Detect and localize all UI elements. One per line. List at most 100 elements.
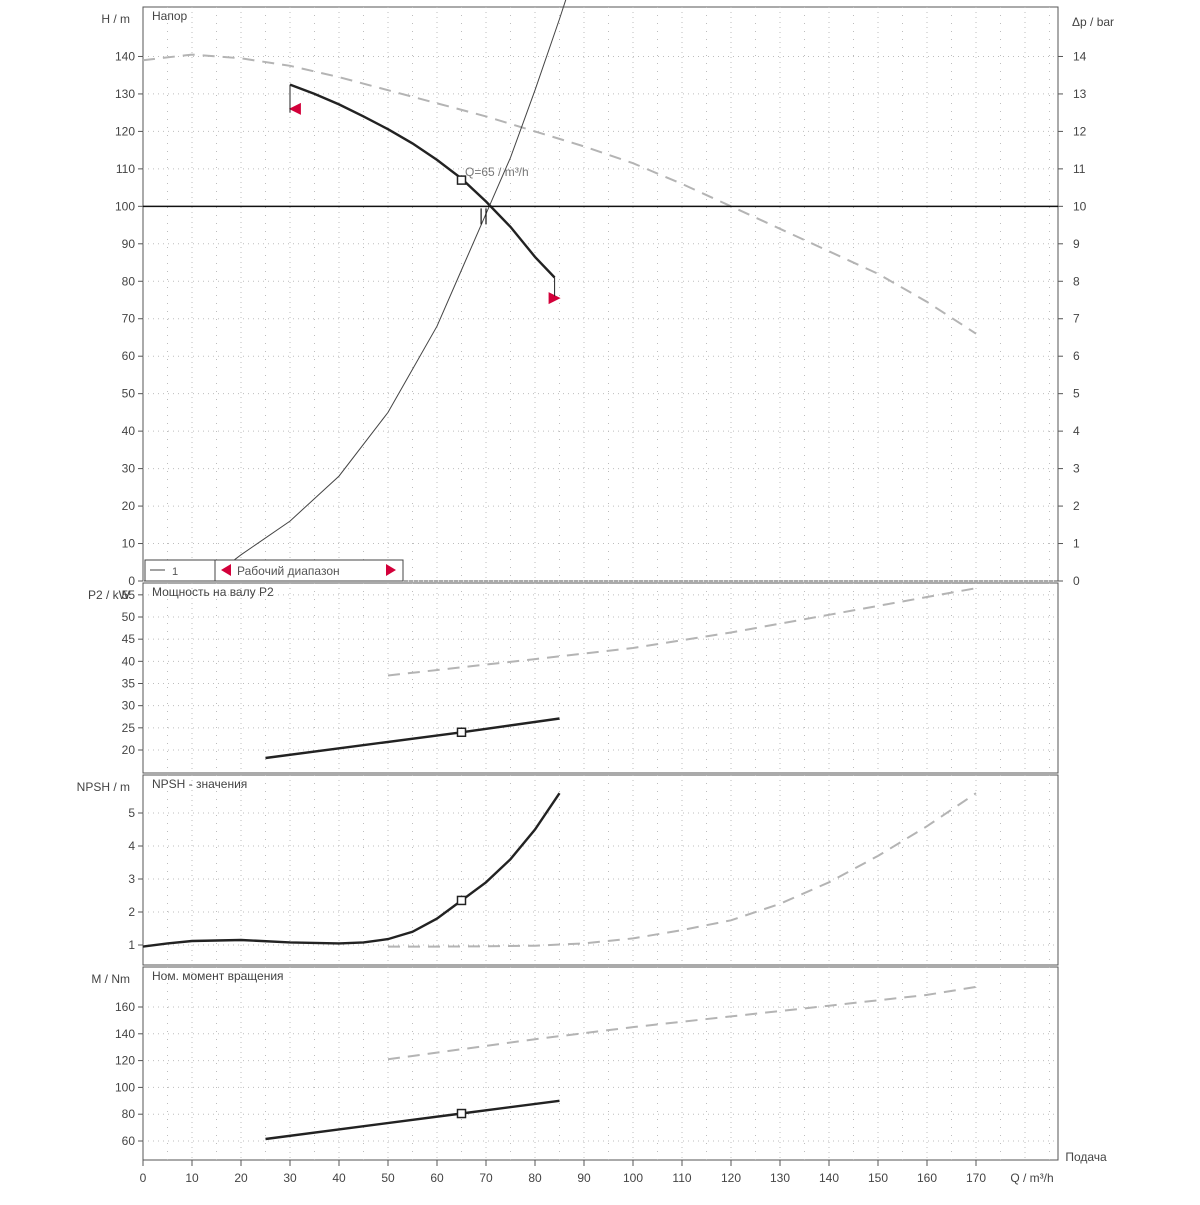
y-right-tick-label: 12 (1073, 124, 1087, 138)
x-tick-label: 150 (868, 1171, 888, 1185)
panel-title: NPSH - значения (152, 777, 247, 791)
y-tick-label: 45 (122, 632, 136, 646)
panel-frame-2 (142, 582, 1059, 774)
y-tick-label: 110 (116, 162, 135, 176)
y-axis-title: H / m (101, 12, 130, 26)
y-tick-label: 35 (122, 677, 136, 691)
y-tick-label: 80 (122, 1107, 136, 1121)
y-tick-label: 2 (128, 905, 135, 919)
y-right-tick-label: 5 (1073, 387, 1080, 401)
y-tick-label: 60 (122, 1134, 136, 1148)
y-right-tick-label: 14 (1073, 49, 1087, 63)
y-right-tick-label: 8 (1073, 274, 1080, 288)
panel-frame-3 (142, 774, 1059, 966)
x-tick-label: 20 (234, 1171, 248, 1185)
y-tick-label: 70 (122, 312, 136, 326)
x-axis-right-title: Подача (1065, 1150, 1107, 1164)
panel-title: Мощность на валу P2 (152, 585, 274, 599)
y-tick-label: 40 (122, 424, 136, 438)
y-axis-title: M / Nm (91, 972, 130, 986)
y-tick-label: 3 (128, 872, 135, 886)
y-tick-label: 60 (122, 349, 136, 363)
legend-range-label: Рабочий диапазон (237, 564, 340, 578)
x-tick-label: 90 (577, 1171, 591, 1185)
y-tick-label: 120 (115, 1054, 135, 1068)
y-tick-label: 20 (122, 499, 136, 513)
x-tick-label: 40 (332, 1171, 346, 1185)
y-tick-label: 30 (122, 462, 136, 476)
y-right-tick-label: 1 (1073, 537, 1080, 551)
y-right-tick-label: 0 (1073, 574, 1080, 588)
series-solid-bold-2-0 (142, 792, 561, 948)
y-tick-label: 100 (115, 199, 135, 213)
x-tick-label: 10 (185, 1171, 199, 1185)
panel-title: Напор (152, 9, 188, 23)
x-tick-label: 140 (819, 1171, 839, 1185)
duty-point-label: Q=65 / m³/h (465, 165, 529, 179)
y-right-tick-label: 3 (1073, 462, 1080, 476)
x-tick-label: 100 (623, 1171, 643, 1185)
y-tick-label: 55 (122, 588, 136, 602)
duty-point-marker (456, 895, 467, 906)
panel-frame-4 (142, 966, 1059, 1161)
y-right-tick-label: 10 (1073, 199, 1087, 213)
x-tick-label: 80 (528, 1171, 542, 1185)
y-right-tick-label: 11 (1073, 162, 1086, 176)
series-dashed-gray-2-1 (388, 792, 977, 948)
legend-range-box (214, 559, 404, 582)
y-tick-label: 10 (122, 537, 136, 551)
y-axis-title: NPSH / m (77, 780, 130, 794)
y-tick-label: 40 (122, 654, 136, 668)
y-tick-label: 100 (115, 1080, 135, 1094)
y-tick-label: 5 (128, 806, 135, 820)
x-tick-label: 160 (917, 1171, 937, 1185)
y-tick-label: 90 (122, 237, 136, 251)
duty-point-marker (456, 1108, 467, 1119)
series-dashed-gray-1-1 (387, 587, 977, 677)
x-tick-label: 130 (770, 1171, 790, 1185)
y-tick-label: 50 (122, 387, 136, 401)
series-solid-bold-0-0 (289, 83, 556, 279)
x-tick-label: 0 (140, 1171, 147, 1185)
y-tick-label: 140 (115, 1027, 135, 1041)
panel-title: Ном. момент вращения (152, 969, 284, 983)
y-right-tick-label: 9 (1073, 237, 1080, 251)
legend-range-right-marker (386, 564, 396, 576)
y-tick-label: 1 (128, 938, 135, 952)
y-right-tick-label: 4 (1073, 424, 1080, 438)
y-axis-title: P2 / kW (88, 588, 131, 602)
legend-curve-label: 1 (172, 566, 178, 578)
y-tick-label: 130 (115, 87, 135, 101)
range-marker-right (548, 292, 561, 305)
x-tick-label: 170 (966, 1171, 986, 1185)
y-right-tick-label: 2 (1073, 499, 1080, 513)
y-right-tick-label: 7 (1073, 312, 1080, 326)
duty-point-marker (456, 175, 467, 185)
duty-point-marker (456, 727, 467, 738)
series-dashed-gray-0-1 (142, 53, 977, 335)
y-tick-label: 0 (128, 574, 135, 588)
y-tick-label: 140 (115, 49, 135, 63)
y-tick-label: 25 (122, 721, 136, 735)
y-right-tick-label: 6 (1073, 349, 1080, 363)
y-right-axis-title: Δp / bar (1072, 15, 1114, 29)
y-tick-label: 20 (122, 743, 136, 757)
series-dashed-gray-3-1 (387, 985, 977, 1061)
x-axis-title: Q / m³/h (1010, 1171, 1053, 1185)
x-tick-label: 30 (283, 1171, 297, 1185)
x-tick-label: 70 (479, 1171, 493, 1185)
series-system-curve-0-2 (225, 0, 567, 567)
x-tick-label: 120 (721, 1171, 741, 1185)
x-tick-label: 60 (430, 1171, 444, 1185)
legend-range-left-marker (221, 564, 231, 576)
x-tick-label: 110 (672, 1171, 691, 1185)
y-tick-label: 120 (115, 124, 135, 138)
panel-frame-1 (142, 6, 1059, 582)
range-marker-left (288, 102, 301, 115)
y-tick-label: 80 (122, 274, 136, 288)
intersection-marker (480, 208, 487, 225)
y-tick-label: 50 (122, 610, 136, 624)
y-right-tick-label: 13 (1073, 87, 1087, 101)
